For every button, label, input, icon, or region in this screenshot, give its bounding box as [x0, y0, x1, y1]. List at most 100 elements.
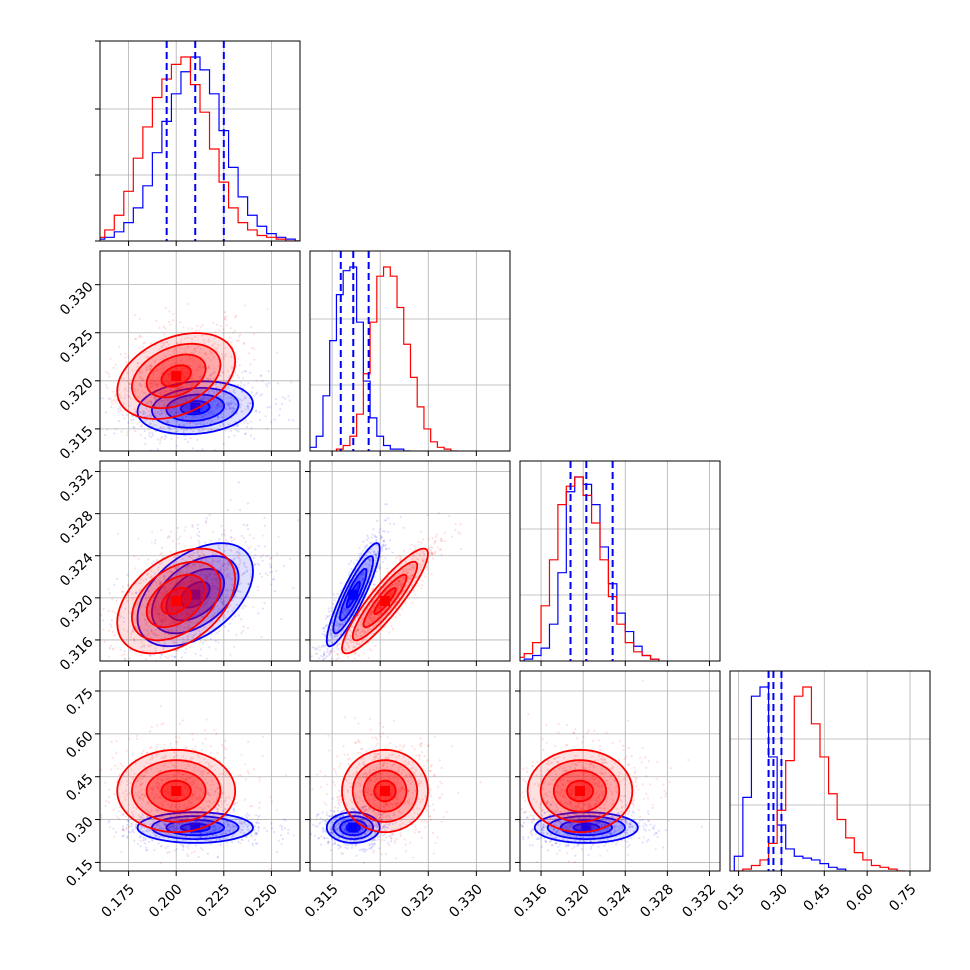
- scatter-point: [332, 602, 335, 605]
- scatter-point: [194, 577, 197, 581]
- scatter-point: [153, 396, 156, 399]
- scatter-point: [182, 431, 185, 434]
- scatter-point: [153, 621, 156, 624]
- scatter-point: [184, 337, 187, 340]
- scatter-point: [368, 559, 371, 562]
- scatter-point: [257, 829, 260, 832]
- scatter-point: [162, 647, 165, 650]
- scatter-point: [322, 662, 324, 664]
- scatter-point: [216, 856, 219, 859]
- scatter-point: [181, 637, 185, 641]
- scatter-point: [247, 527, 250, 531]
- scatter-point: [248, 352, 251, 355]
- scatter-point: [433, 542, 436, 545]
- scatter-point: [229, 498, 232, 501]
- scatter-point: [361, 571, 365, 575]
- scatter-point: [127, 395, 130, 399]
- scatter-point: [192, 382, 195, 386]
- scatter-point: [211, 578, 214, 581]
- scatter-point: [138, 819, 141, 822]
- scatter-point: [163, 686, 165, 688]
- scatter-point: [338, 624, 341, 627]
- scatter-point: [242, 604, 245, 607]
- scatter-point: [358, 631, 362, 635]
- scatter-point: [430, 552, 433, 555]
- scatter-point: [167, 376, 170, 379]
- scatter-point: [411, 557, 414, 561]
- scatter-point: [110, 400, 113, 403]
- scatter-point: [205, 574, 208, 577]
- scatter-point: [212, 825, 215, 828]
- scatter-point: [214, 577, 218, 580]
- scatter-point: [218, 826, 221, 829]
- scatter-point: [281, 828, 284, 831]
- scatter-point: [375, 519, 379, 523]
- scatter-point: [207, 338, 210, 341]
- scatter-point: [422, 561, 425, 564]
- scatter-point: [139, 845, 142, 848]
- scatter-point: [209, 374, 212, 377]
- scatter-point: [202, 396, 205, 400]
- scatter-point: [150, 575, 153, 578]
- scatter-point: [243, 383, 246, 386]
- scatter-point: [283, 827, 287, 830]
- scatter-point: [352, 640, 355, 643]
- scatter-point: [165, 341, 169, 344]
- scatter-point: [244, 432, 247, 435]
- scatter-point: [201, 406, 204, 409]
- scatter-point: [272, 578, 275, 581]
- scatter-point: [196, 389, 199, 393]
- scatter-point: [168, 426, 171, 429]
- scatter-point: [138, 370, 141, 373]
- scatter-point: [163, 823, 167, 826]
- scatter-point: [233, 398, 236, 401]
- scatter-point: [372, 583, 375, 586]
- scatter-point: [191, 523, 194, 527]
- scatter-point: [450, 535, 453, 538]
- scatter-point: [434, 540, 437, 543]
- scatter-point: [220, 405, 224, 408]
- scatter-point: [188, 576, 192, 579]
- scatter-point: [186, 372, 189, 375]
- scatter-point: [162, 357, 165, 361]
- scatter-point: [145, 662, 147, 664]
- scatter-point: [398, 580, 401, 583]
- scatter-point: [180, 611, 183, 614]
- scatter-point: [208, 596, 211, 599]
- scatter-point: [225, 825, 229, 828]
- scatter-point: [172, 825, 175, 828]
- scatter-point: [147, 355, 150, 359]
- scatter-point: [268, 406, 271, 409]
- scatter-point: [249, 363, 252, 366]
- scatter-point: [144, 838, 147, 841]
- scatter-point: [194, 745, 197, 748]
- scatter-point: [86, 627, 88, 629]
- scatter-point: [192, 585, 195, 588]
- scatter-point: [236, 339, 239, 342]
- scatter-point: [137, 626, 140, 629]
- panel-p1-p1: [309, 250, 511, 456]
- scatter-point: [198, 429, 201, 433]
- scatter-point: [153, 831, 156, 834]
- scatter-point: [266, 308, 269, 311]
- scatter-point: [422, 553, 425, 556]
- scatter-point: [177, 805, 180, 808]
- scatter-point: [326, 648, 329, 651]
- scatter-point: [231, 375, 235, 378]
- scatter-point: [191, 757, 194, 760]
- scatter-point: [179, 386, 182, 389]
- scatter-point: [256, 818, 259, 821]
- scatter-point: [169, 575, 172, 578]
- scatter-point: [324, 644, 327, 647]
- scatter-point: [346, 655, 349, 659]
- scatter-point: [431, 537, 434, 540]
- scatter-point: [155, 604, 158, 607]
- scatter-point: [372, 567, 375, 570]
- scatter-point: [152, 379, 156, 382]
- scatter-point: [140, 422, 143, 426]
- scatter-point: [225, 816, 228, 819]
- scatter-point: [158, 619, 161, 622]
- scatter-point: [401, 583, 404, 586]
- scatter-point: [370, 609, 373, 612]
